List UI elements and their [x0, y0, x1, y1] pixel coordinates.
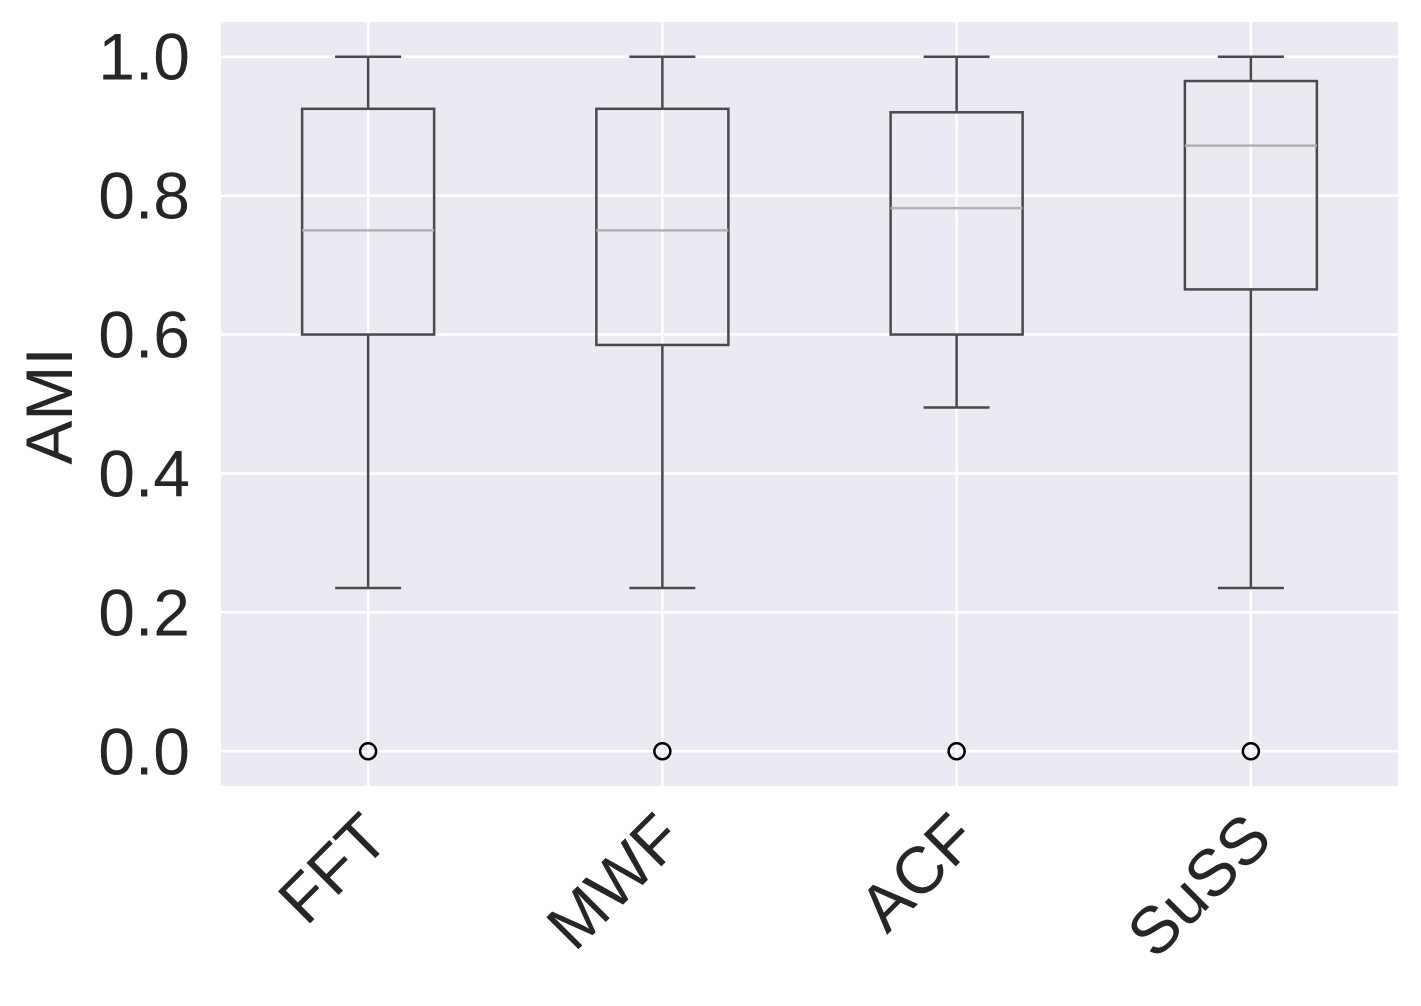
plot-background [221, 22, 1398, 786]
iqr-box [595, 107, 730, 347]
x-tick-label-suss: SuSS [1113, 799, 1285, 971]
y-tick-label-1: 0.2 [98, 575, 190, 649]
y-tick-label-5: 1.0 [98, 20, 190, 94]
boxes [300, 55, 1319, 761]
x-tick-labels: FFT MWF ACF SuSS [264, 799, 1285, 971]
box-suss [1183, 55, 1319, 761]
outlier-point [358, 742, 378, 761]
iqr-box [300, 107, 436, 336]
y-tick-labels: 0.0 0.2 0.4 0.6 0.8 1.0 [98, 20, 190, 789]
y-axis-label: AMI [12, 347, 86, 464]
y-tick-label-4: 0.8 [98, 159, 190, 233]
outlier-point [1241, 742, 1261, 761]
box-fft [300, 55, 436, 761]
box-mwf [595, 55, 730, 761]
x-tick-label-mwf: MWF [532, 799, 696, 963]
outlier-point [947, 742, 966, 761]
y-tick-label-2: 0.4 [98, 436, 190, 510]
x-tick-label-fft: FFT [264, 799, 402, 937]
box-acf [889, 55, 1024, 761]
iqr-box [1183, 79, 1319, 291]
y-tick-label-0: 0.0 [98, 714, 190, 788]
x-tick-label-acf: ACF [845, 799, 991, 945]
outlier-point [653, 742, 672, 761]
iqr-box [889, 111, 1024, 336]
y-tick-label-3: 0.6 [98, 298, 190, 372]
